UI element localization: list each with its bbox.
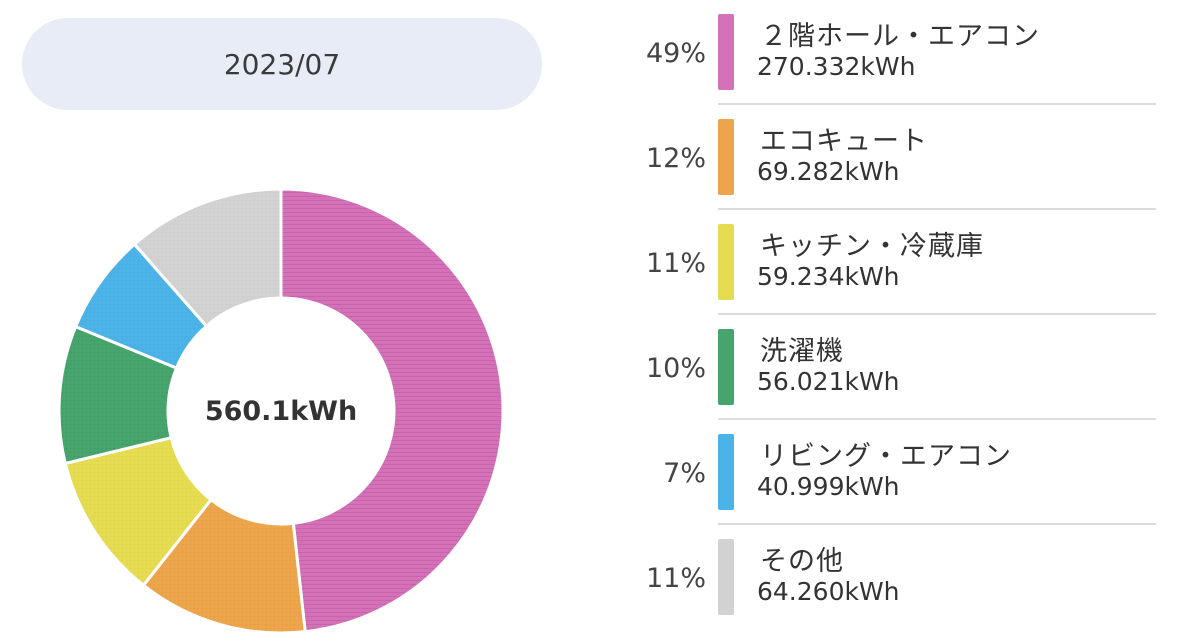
- legend-row-2f-hall-aircon[interactable]: 49% ２階ホール・エアコン 270.332kWh: [620, 0, 1156, 105]
- legend-swatch: [718, 539, 734, 615]
- legend-name: キッチン・冷蔵庫: [760, 231, 984, 262]
- legend-divider: [718, 523, 1156, 525]
- legend-divider: [718, 208, 1156, 210]
- slice-2f-hall-aircon[interactable]: [279, 187, 505, 634]
- legend-swatch: [718, 14, 734, 90]
- legend-name: その他: [760, 546, 844, 577]
- legend-name: エコキュート: [760, 126, 928, 157]
- legend-value: 56.021kWh: [757, 367, 900, 396]
- legend-row-ecocute[interactable]: 12% エコキュート 69.282kWh: [620, 105, 1156, 210]
- legend-value: 64.260kWh: [757, 577, 900, 606]
- legend-value: 59.234kWh: [757, 262, 900, 291]
- legend-divider: [718, 313, 1156, 315]
- legend-swatch: [718, 224, 734, 300]
- legend-value: 40.999kWh: [757, 472, 900, 501]
- legend-value: 69.282kWh: [757, 157, 900, 186]
- legend: 49% ２階ホール・エアコン 270.332kWh 12% エコキュート 69.282kW…: [620, 0, 1160, 644]
- legend-swatch: [718, 329, 734, 405]
- month-label: 2023/07: [223, 47, 341, 81]
- slice-other[interactable]: [132, 187, 283, 329]
- month-selector[interactable]: 2023/07: [22, 18, 542, 110]
- legend-row-kitchen-fridge[interactable]: 11% キッチン・冷蔵庫 59.234kWh: [620, 210, 1156, 315]
- legend-name: ２階ホール・エアコン: [760, 21, 1040, 52]
- legend-value: 270.332kWh: [757, 52, 916, 81]
- legend-swatch: [718, 119, 734, 195]
- donut-chart: 560.1kWh: [46, 176, 516, 644]
- legend-percent: 12%: [645, 143, 706, 174]
- legend-percent: 11%: [645, 248, 706, 279]
- legend-divider: [718, 418, 1156, 420]
- legend-row-washing-machine[interactable]: 10% 洗濯機 56.021kWh: [620, 315, 1156, 420]
- legend-name: 洗濯機: [760, 336, 844, 367]
- legend-percent: 49%: [645, 38, 706, 69]
- donut-chart-svg: [57, 187, 505, 635]
- legend-row-living-aircon[interactable]: 7% リビング・エアコン 40.999kWh: [620, 420, 1156, 525]
- legend-divider: [718, 103, 1156, 105]
- legend-percent: 7%: [663, 458, 706, 489]
- legend-percent: 11%: [645, 563, 706, 594]
- legend-percent: 10%: [645, 353, 706, 384]
- legend-row-other[interactable]: 11% その他 64.260kWh: [620, 525, 1156, 630]
- legend-swatch: [718, 434, 734, 510]
- legend-name: リビング・エアコン: [760, 441, 1012, 472]
